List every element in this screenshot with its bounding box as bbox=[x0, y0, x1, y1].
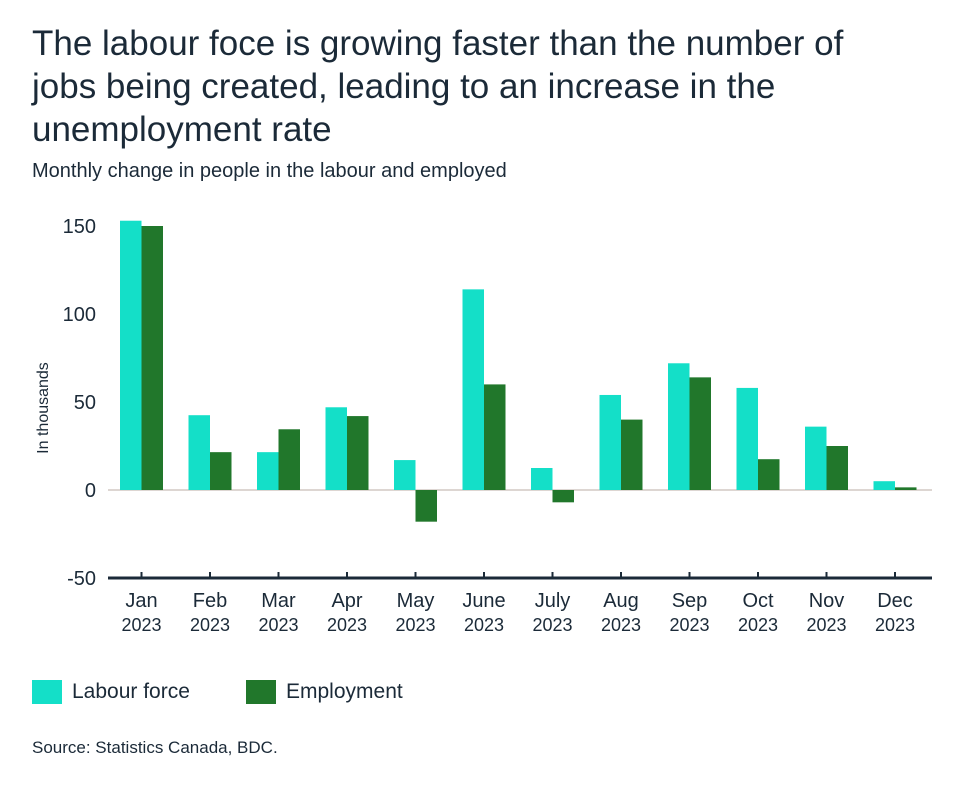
x-tick-label: Apr bbox=[331, 590, 362, 612]
bar-employment bbox=[347, 416, 369, 490]
legend-swatch bbox=[246, 680, 276, 704]
bar-labour-force bbox=[668, 363, 690, 490]
bar-labour-force bbox=[462, 289, 484, 490]
x-tick-label: Oct bbox=[742, 590, 774, 612]
x-tick-year: 2023 bbox=[669, 615, 709, 635]
x-tick-label: Sep bbox=[672, 590, 708, 612]
x-tick-label: May bbox=[397, 590, 435, 612]
x-tick-year: 2023 bbox=[327, 615, 367, 635]
bar-labour-force bbox=[394, 460, 416, 490]
bar-employment bbox=[895, 487, 917, 490]
x-tick-year: 2023 bbox=[532, 615, 572, 635]
x-tick-label: July bbox=[535, 590, 571, 612]
bar-labour-force bbox=[873, 481, 895, 490]
y-tick-label: 0 bbox=[85, 480, 96, 502]
bar-labour-force bbox=[599, 394, 621, 490]
chart-subtitle: Monthly change in people in the labour a… bbox=[32, 160, 507, 182]
x-tick-label: Nov bbox=[809, 590, 845, 612]
y-axis-label: In thousands bbox=[35, 362, 52, 454]
x-tick-label: Aug bbox=[603, 590, 639, 612]
bar-employment bbox=[415, 490, 437, 522]
bar-labour-force bbox=[736, 387, 758, 490]
chart-title: The labour foce is growing faster than t… bbox=[32, 24, 844, 149]
bar-employment bbox=[141, 226, 163, 490]
x-tick-year: 2023 bbox=[738, 615, 778, 635]
bar-employment bbox=[278, 429, 300, 490]
y-tick-label: 50 bbox=[74, 392, 96, 414]
bar-labour-force bbox=[257, 452, 279, 490]
y-tick-label: 100 bbox=[63, 304, 96, 326]
source-note: Source: Statistics Canada, BDC. bbox=[32, 738, 278, 757]
legend-label: Employment bbox=[286, 680, 403, 703]
bar-labour-force bbox=[325, 407, 347, 490]
y-tick-label: 150 bbox=[63, 216, 96, 238]
legend-label: Labour force bbox=[72, 680, 190, 703]
bar-labour-force bbox=[188, 415, 210, 490]
bar-employment bbox=[210, 452, 232, 490]
x-tick-year: 2023 bbox=[395, 615, 435, 635]
x-tick-year: 2023 bbox=[258, 615, 298, 635]
x-tick-year: 2023 bbox=[121, 615, 161, 635]
bar-labour-force bbox=[805, 426, 827, 490]
legend-item-labour-force: Labour force bbox=[32, 680, 190, 704]
x-tick-year: 2023 bbox=[464, 615, 504, 635]
x-tick-label: Mar bbox=[261, 590, 296, 612]
x-tick-year: 2023 bbox=[806, 615, 846, 635]
bar-labour-force bbox=[531, 468, 553, 490]
bar-employment bbox=[689, 377, 711, 490]
x-tick-label: Dec bbox=[877, 590, 913, 612]
bar-chart: 150 100 50 0 -50 In thousands Jan 2023 Feb 2023 Ma… bbox=[35, 216, 932, 635]
bar-employment bbox=[552, 490, 574, 503]
bar-employment bbox=[621, 419, 643, 490]
x-tick-label: Jan bbox=[125, 590, 157, 612]
bar-employment bbox=[758, 459, 780, 490]
bar-employment bbox=[484, 384, 506, 490]
x-tick-year: 2023 bbox=[190, 615, 230, 635]
x-tick-label: June bbox=[462, 590, 505, 612]
legend-swatch bbox=[32, 680, 62, 704]
bar-labour-force bbox=[120, 220, 142, 490]
x-tick-year: 2023 bbox=[601, 615, 641, 635]
legend-item-employment: Employment bbox=[246, 680, 403, 704]
x-tick-label: Feb bbox=[193, 590, 227, 612]
bar-employment bbox=[826, 446, 848, 490]
y-tick-label: -50 bbox=[67, 568, 96, 590]
x-tick-year: 2023 bbox=[875, 615, 915, 635]
